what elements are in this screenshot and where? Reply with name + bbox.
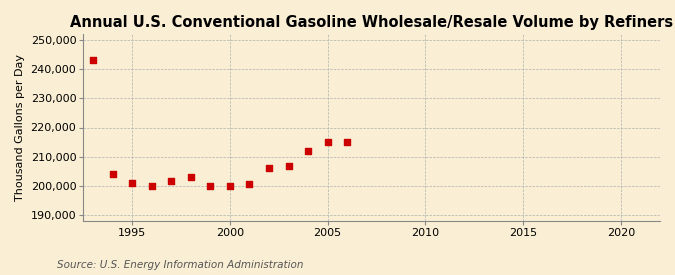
Y-axis label: Thousand Gallons per Day: Thousand Gallons per Day xyxy=(15,54,25,201)
Point xyxy=(186,175,196,179)
Point xyxy=(146,184,157,188)
Point xyxy=(302,149,313,153)
Point xyxy=(342,140,352,144)
Title: Annual U.S. Conventional Gasoline Wholesale/Resale Volume by Refiners: Annual U.S. Conventional Gasoline Wholes… xyxy=(70,15,673,30)
Point xyxy=(263,166,274,170)
Point xyxy=(107,172,118,176)
Point xyxy=(283,163,294,168)
Point xyxy=(244,182,255,186)
Point xyxy=(322,140,333,144)
Point xyxy=(88,57,99,62)
Point xyxy=(225,183,236,188)
Point xyxy=(127,181,138,185)
Point xyxy=(166,178,177,183)
Text: Source: U.S. Energy Information Administration: Source: U.S. Energy Information Administ… xyxy=(57,260,304,270)
Point xyxy=(205,184,216,188)
